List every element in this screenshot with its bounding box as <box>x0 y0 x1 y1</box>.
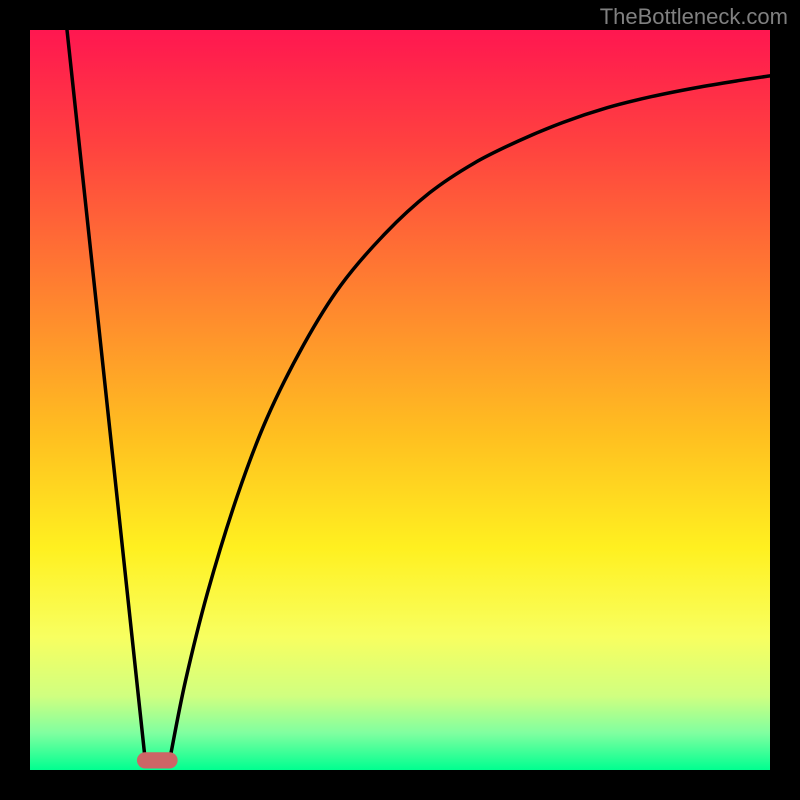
plot-area <box>30 30 770 770</box>
chart-svg <box>30 30 770 770</box>
chart-container: TheBottleneck.com <box>0 0 800 800</box>
watermark-text: TheBottleneck.com <box>600 4 788 30</box>
